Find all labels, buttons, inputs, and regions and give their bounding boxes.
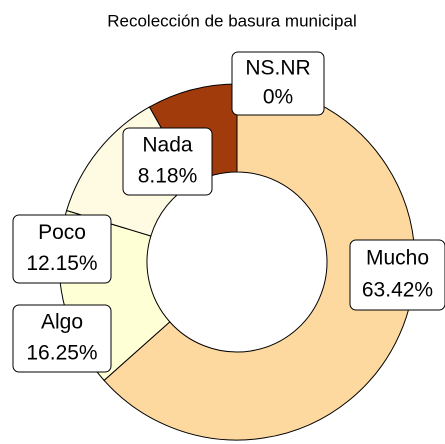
label-box (122, 127, 213, 196)
label-name: Algo (41, 311, 83, 334)
label-name: NS.NR (245, 57, 310, 80)
slice (103, 83, 416, 441)
label-box (12, 304, 112, 373)
label-value: 63.42% (362, 279, 433, 302)
slice-label: NS.NR 0% (231, 51, 325, 116)
label-value: 16.25% (26, 341, 97, 364)
slice-label: Mucho 63.42% (349, 239, 445, 311)
label-name: Nada (142, 134, 193, 157)
slice-label: Algo 16.25% (12, 304, 112, 373)
label-box (231, 51, 325, 116)
label-name: Mucho (366, 246, 429, 269)
chart-title: Recolección de basura municipal (107, 11, 356, 30)
slice-label: Poco 12.15% (12, 214, 112, 284)
label-box (349, 239, 445, 311)
label-name: Poco (38, 221, 86, 244)
label-value: 12.15% (26, 252, 97, 275)
label-box (12, 214, 112, 284)
label-value: 0% (263, 86, 293, 109)
label-value: 8.18% (138, 164, 198, 187)
slice-label: Nada 8.18% (122, 127, 213, 196)
